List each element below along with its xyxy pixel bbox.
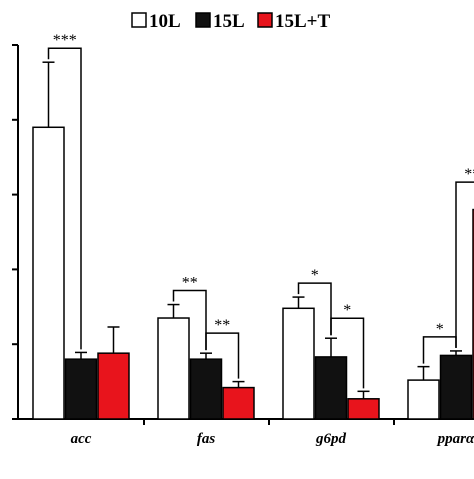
significance-bracket-2 <box>205 332 240 379</box>
significance-bracket-1 <box>172 289 207 351</box>
legend-swatch-0 <box>131 12 147 28</box>
x-tick-label-0: acc <box>71 431 92 447</box>
significance-bracket-3 <box>297 282 332 336</box>
bar-15L-g6pd <box>314 356 348 420</box>
legend-swatch-2 <box>257 12 273 28</box>
bar-15L-acc <box>64 358 98 420</box>
significance-label-4: * <box>343 302 351 319</box>
bar-15LT-fas <box>222 386 255 420</box>
legend-swatch-1 <box>195 12 211 28</box>
legend-label-2: 15L+T <box>275 11 330 32</box>
significance-label-5: * <box>436 321 444 338</box>
bar-15LT-acc <box>97 352 130 420</box>
x-tick-label-3: pparα <box>436 431 474 447</box>
significance-label-3: * <box>311 267 319 284</box>
significance-label-2: ** <box>214 317 230 334</box>
x-tick-label-1: fas <box>197 431 215 447</box>
x-tick-label-2: g6pd <box>315 431 347 447</box>
bar-15L-fas <box>189 358 223 420</box>
significance-bracket-0 <box>47 47 82 350</box>
bar-10L-fas <box>157 317 190 420</box>
bar-10L-ppar <box>407 379 440 420</box>
bar-10L-g6pd <box>282 307 315 420</box>
significance-bracket-6 <box>455 181 474 348</box>
significance-label-1: ** <box>182 275 198 292</box>
significance-bracket-4 <box>330 317 365 389</box>
bar-15L-ppar <box>439 354 473 420</box>
significance-label-0: *** <box>53 32 77 49</box>
legend-label-1: 15L <box>213 11 245 32</box>
legend-label-0: 10L <box>149 11 181 32</box>
bar-10L-acc <box>32 126 65 420</box>
significance-label-6: ** <box>464 166 474 183</box>
bar-15LT-g6pd <box>347 398 380 420</box>
